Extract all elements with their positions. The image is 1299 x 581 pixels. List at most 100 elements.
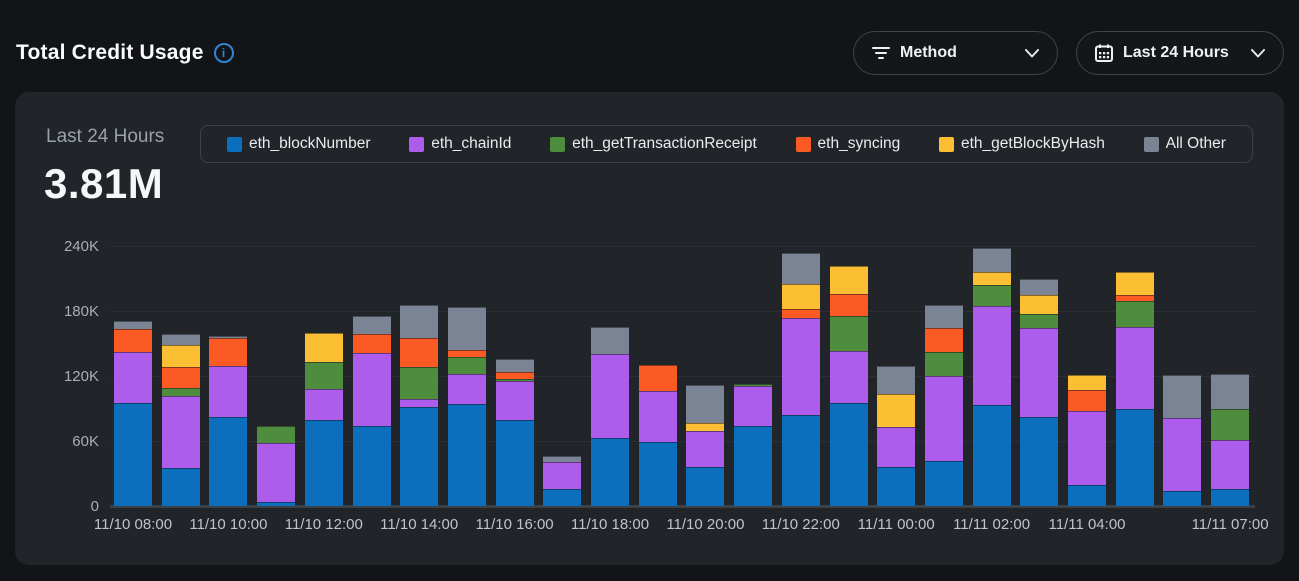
time-range-dropdown[interactable]: Last 24 Hours bbox=[1076, 31, 1284, 75]
bar-segment-eth-chainid[interactable] bbox=[304, 389, 343, 421]
bar-segment-all-other[interactable] bbox=[924, 304, 963, 329]
bar-segment-eth-syncing[interactable] bbox=[1068, 390, 1106, 411]
bar-segment-eth-gettransactionreceipt[interactable] bbox=[734, 383, 773, 386]
bar-segment-eth-chainid[interactable] bbox=[686, 431, 725, 467]
bar-segment-eth-getblockbyhash[interactable] bbox=[877, 394, 916, 427]
bar-segment-all-other[interactable] bbox=[400, 304, 439, 339]
bar-segment-eth-chainid[interactable] bbox=[161, 395, 200, 469]
bar-segment-eth-chainid[interactable] bbox=[209, 366, 248, 418]
bar-segment-eth-getblockbyhash[interactable] bbox=[829, 265, 868, 294]
bar-segment-eth-syncing[interactable] bbox=[209, 338, 248, 367]
bar-segment-eth-chainid[interactable] bbox=[114, 352, 152, 404]
bar-segment-eth-gettransactionreceipt[interactable] bbox=[257, 425, 296, 444]
bar-segment-eth-gettransactionreceipt[interactable] bbox=[829, 316, 868, 352]
bar-segment-eth-chainid[interactable] bbox=[1068, 410, 1106, 486]
bar-segment-eth-gettransactionreceipt[interactable] bbox=[304, 361, 343, 389]
bar-segment-all-other[interactable] bbox=[1163, 374, 1202, 419]
bar-segment-eth-syncing[interactable] bbox=[829, 293, 868, 317]
bar-segment-eth-blocknumber[interactable] bbox=[161, 468, 200, 506]
bar-segment-eth-blocknumber[interactable] bbox=[1211, 488, 1250, 506]
bar-segment-eth-syncing[interactable] bbox=[400, 338, 439, 368]
bar-segment-all-other[interactable] bbox=[447, 306, 486, 350]
bar-segment-eth-blocknumber[interactable] bbox=[924, 460, 963, 506]
bar-segment-eth-gettransactionreceipt[interactable] bbox=[400, 367, 439, 399]
bar-segment-eth-chainid[interactable] bbox=[495, 381, 534, 421]
bar-segment-all-other[interactable] bbox=[972, 248, 1011, 272]
bar-segment-all-other[interactable] bbox=[161, 333, 200, 345]
bar-segment-all-other[interactable] bbox=[1211, 373, 1250, 409]
bar-segment-eth-blocknumber[interactable] bbox=[638, 442, 677, 506]
bar-segment-eth-blocknumber[interactable] bbox=[1115, 408, 1154, 506]
bar-11-10-22-00[interactable] bbox=[781, 246, 820, 506]
bar-segment-eth-blocknumber[interactable] bbox=[972, 405, 1011, 506]
bar-segment-eth-blocknumber[interactable] bbox=[1068, 485, 1106, 506]
bar-segment-eth-syncing[interactable] bbox=[495, 371, 534, 380]
legend-item-eth-blocknumber[interactable]: eth_blockNumber bbox=[227, 135, 370, 153]
bar-segment-eth-syncing[interactable] bbox=[352, 333, 391, 354]
bar-segment-eth-blocknumber[interactable] bbox=[877, 467, 916, 506]
bar-segment-all-other[interactable] bbox=[352, 316, 391, 334]
bar-11-11-03-00[interactable] bbox=[1020, 246, 1059, 506]
bar-segment-eth-blocknumber[interactable] bbox=[781, 415, 820, 506]
bar-segment-eth-chainid[interactable] bbox=[877, 426, 916, 467]
legend-item-eth-gettransactionreceipt[interactable]: eth_getTransactionReceipt bbox=[550, 135, 757, 153]
bar-segment-eth-syncing[interactable] bbox=[781, 308, 820, 318]
bar-segment-eth-chainid[interactable] bbox=[638, 391, 677, 443]
bar-segment-eth-chainid[interactable] bbox=[734, 385, 773, 426]
bar-segment-eth-chainid[interactable] bbox=[1163, 418, 1202, 491]
bar-segment-eth-getblockbyhash[interactable] bbox=[304, 332, 343, 362]
bar-segment-eth-gettransactionreceipt[interactable] bbox=[972, 285, 1011, 306]
bar-11-10-11-00[interactable] bbox=[257, 246, 296, 506]
bar-segment-eth-chainid[interactable] bbox=[924, 376, 963, 461]
bar-11-10-15-00[interactable] bbox=[447, 246, 486, 506]
bar-segment-eth-blocknumber[interactable] bbox=[400, 407, 439, 506]
bar-segment-all-other[interactable] bbox=[781, 252, 820, 284]
bar-segment-eth-blocknumber[interactable] bbox=[209, 417, 248, 506]
bar-11-10-19-00[interactable] bbox=[638, 246, 677, 506]
bar-segment-eth-blocknumber[interactable] bbox=[304, 420, 343, 506]
bar-11-10-17-00[interactable] bbox=[543, 246, 582, 506]
bar-segment-eth-getblockbyhash[interactable] bbox=[781, 283, 820, 309]
bar-segment-eth-chainid[interactable] bbox=[257, 443, 296, 502]
bar-segment-all-other[interactable] bbox=[1020, 278, 1059, 295]
bar-segment-eth-syncing[interactable] bbox=[114, 329, 152, 353]
legend-item-all-other[interactable]: All Other bbox=[1143, 135, 1226, 153]
bar-segment-eth-blocknumber[interactable] bbox=[114, 403, 152, 506]
bar-segment-eth-blocknumber[interactable] bbox=[1163, 490, 1202, 506]
bar-11-11-05-00[interactable] bbox=[1115, 246, 1154, 506]
bar-segment-eth-blocknumber[interactable] bbox=[257, 501, 296, 506]
bar-segment-eth-chainid[interactable] bbox=[829, 351, 868, 404]
bar-segment-eth-blocknumber[interactable] bbox=[686, 467, 725, 506]
bar-segment-all-other[interactable] bbox=[686, 384, 725, 423]
bar-segment-eth-gettransactionreceipt[interactable] bbox=[924, 352, 963, 376]
legend-item-eth-syncing[interactable]: eth_syncing bbox=[795, 135, 900, 153]
bar-11-11-01-00[interactable] bbox=[924, 246, 963, 506]
bar-segment-eth-gettransactionreceipt[interactable] bbox=[1115, 301, 1154, 328]
method-filter-dropdown[interactable]: Method bbox=[853, 31, 1058, 75]
bar-segment-eth-chainid[interactable] bbox=[1115, 327, 1154, 409]
bar-segment-all-other[interactable] bbox=[495, 358, 534, 372]
bar-11-10-21-00[interactable] bbox=[734, 246, 773, 506]
bar-segment-eth-chainid[interactable] bbox=[781, 317, 820, 415]
bar-11-11-07-00[interactable] bbox=[1211, 246, 1250, 506]
bar-segment-eth-getblockbyhash[interactable] bbox=[1115, 272, 1154, 295]
bar-segment-eth-blocknumber[interactable] bbox=[543, 488, 582, 506]
bar-segment-eth-gettransactionreceipt[interactable] bbox=[1020, 314, 1059, 329]
bar-11-10-13-00[interactable] bbox=[352, 246, 391, 506]
bar-11-10-18-00[interactable] bbox=[591, 246, 629, 506]
bar-segment-eth-chainid[interactable] bbox=[972, 305, 1011, 406]
bar-11-11-06-00[interactable] bbox=[1163, 246, 1202, 506]
bar-11-10-08-00[interactable] bbox=[114, 246, 152, 506]
bar-segment-eth-chainid[interactable] bbox=[1020, 328, 1059, 418]
bar-segment-eth-blocknumber[interactable] bbox=[734, 425, 773, 506]
bar-segment-all-other[interactable] bbox=[877, 366, 916, 395]
bar-segment-eth-getblockbyhash[interactable] bbox=[161, 344, 200, 368]
bar-segment-eth-blocknumber[interactable] bbox=[495, 420, 534, 506]
bar-segment-eth-blocknumber[interactable] bbox=[447, 404, 486, 506]
bar-segment-eth-syncing[interactable] bbox=[161, 367, 200, 388]
bar-segment-eth-syncing[interactable] bbox=[447, 350, 486, 357]
legend-item-eth-chainid[interactable]: eth_chainId bbox=[409, 135, 511, 153]
legend-item-eth-getblockbyhash[interactable]: eth_getBlockByHash bbox=[939, 135, 1105, 153]
bar-11-10-09-00[interactable] bbox=[161, 246, 200, 506]
bar-11-10-20-00[interactable] bbox=[686, 246, 725, 506]
